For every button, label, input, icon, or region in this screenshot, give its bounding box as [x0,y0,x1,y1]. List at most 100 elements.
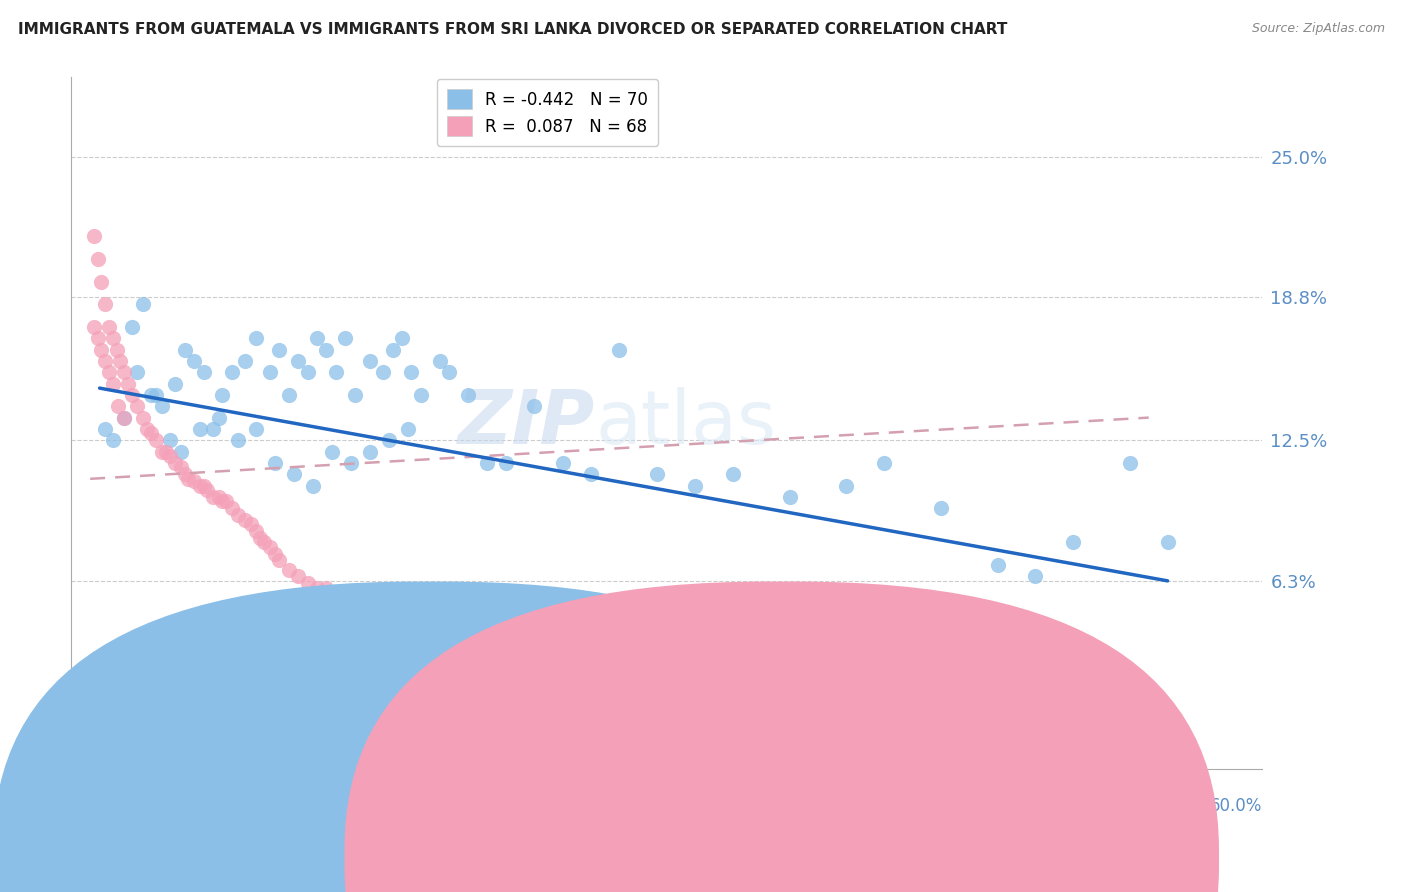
Point [1024,644,1046,658]
Point [245,524,267,538]
Point [325,365,347,379]
Text: Immigrants from Guatemala: Immigrants from Guatemala [453,851,671,865]
Point [150,444,173,458]
Point [110,354,132,368]
Point [779,490,801,504]
Point [211,494,233,508]
Point [101,434,124,448]
Point [121,319,143,334]
Point [112,365,135,379]
Point [495,607,517,622]
Point [211,388,233,402]
Point [145,388,167,402]
Point [551,615,574,629]
Point [439,365,461,379]
Point [94,354,117,368]
Point [1119,456,1142,470]
Text: 60.0%: 60.0% [1209,797,1263,814]
Point [139,426,162,441]
Point [409,388,432,402]
Point [117,376,139,391]
Point [173,467,195,482]
Point [929,501,952,516]
Point [373,365,395,379]
Point [121,388,143,402]
Legend: R = -0.442   N = 70, R =  0.087   N = 68: R = -0.442 N = 70, R = 0.087 N = 68 [437,78,658,146]
Point [155,444,177,458]
Point [145,434,167,448]
Point [343,388,366,402]
Point [264,456,287,470]
Point [245,331,267,345]
Point [721,467,744,482]
Point [226,434,249,448]
Point [127,399,149,413]
Point [245,422,267,436]
Point [359,444,381,458]
Point [797,631,820,645]
Point [105,343,128,357]
Point [495,456,517,470]
Text: 0.0%: 0.0% [72,797,112,814]
Point [396,422,419,436]
Point [86,331,108,345]
Point [188,422,211,436]
Point [457,388,479,402]
Text: IMMIGRANTS FROM GUATEMALA VS IMMIGRANTS FROM SRI LANKA DIVORCED OR SEPARATED COR: IMMIGRANTS FROM GUATEMALA VS IMMIGRANTS … [18,22,1008,37]
Point [112,410,135,425]
Point [551,456,574,470]
Point [401,365,423,379]
Point [94,422,117,436]
Point [378,434,401,448]
Point [287,354,309,368]
Point [83,319,105,334]
Point [381,343,404,357]
Point [249,531,271,545]
Point [683,478,706,492]
Point [170,460,193,475]
Point [90,343,112,357]
Point [233,354,256,368]
Point [226,508,249,522]
Point [391,592,413,607]
Point [363,592,385,607]
Point [264,547,287,561]
Point [90,275,112,289]
Point [193,478,215,492]
Point [429,354,451,368]
Point [523,399,546,413]
Point [475,456,498,470]
Point [287,569,309,583]
Point [835,478,858,492]
Point [159,434,181,448]
Point [107,399,129,413]
Point [83,229,105,244]
Point [195,483,218,498]
Point [165,376,187,391]
Point [135,422,157,436]
Point [391,331,413,345]
Text: Immigrants from Sri Lanka: Immigrants from Sri Lanka [804,851,1008,865]
Point [277,388,299,402]
Point [259,365,281,379]
Point [202,422,225,436]
Point [101,376,124,391]
Point [949,637,972,651]
Point [101,331,124,345]
Point [335,331,357,345]
Point [315,343,337,357]
Point [208,490,231,504]
Point [305,581,328,595]
Point [98,319,121,334]
Point [98,365,121,379]
Point [343,585,366,599]
Point [609,622,631,636]
Point [173,343,195,357]
Point [86,252,108,266]
Point [609,343,631,357]
Point [132,410,155,425]
Point [221,501,243,516]
Text: atlas: atlas [595,387,776,459]
Point [139,388,162,402]
Text: Source: ZipAtlas.com: Source: ZipAtlas.com [1251,22,1385,36]
